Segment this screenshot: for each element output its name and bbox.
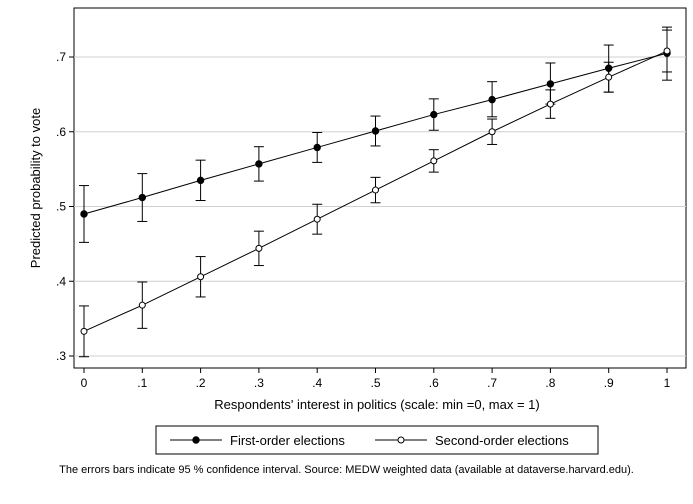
y-tick-label-1: .4: [56, 274, 66, 288]
point-1-10: [663, 47, 671, 55]
legend-label-1: Second-order elections: [435, 433, 569, 448]
point-1-6: [430, 157, 438, 165]
point-0-5: [371, 127, 380, 135]
x-tick-label-10: 1: [664, 376, 671, 390]
point-0-2: [196, 176, 205, 185]
legend: First-order elections Second-order electi…: [155, 425, 599, 455]
x-tick-label-9: .9: [604, 376, 614, 390]
x-tick-label-1: .1: [137, 376, 147, 390]
point-1-8: [546, 100, 554, 108]
gridlines: [74, 56, 686, 357]
y-tick-label-3: .6: [56, 125, 66, 139]
point-1-3: [255, 244, 263, 252]
y-tick-label-4: .7: [56, 50, 66, 64]
point-1-2: [197, 273, 205, 281]
point-1-4: [313, 215, 321, 223]
point-0-6: [430, 110, 438, 119]
series-layer: [79, 26, 672, 358]
x-tick-label-0: 0: [81, 376, 88, 390]
y-tick-label-2: .5: [56, 200, 66, 214]
point-0-0: [80, 210, 88, 218]
legend-marker-1: [397, 436, 405, 444]
y-axis-title: Predicted probability to vote: [28, 108, 43, 268]
point-0-8: [546, 80, 555, 88]
x-tick-label-7: .7: [487, 376, 497, 390]
x-tick-label-5: .5: [370, 376, 380, 390]
y-axis: .3 .4 .5 .6 .7: [56, 50, 74, 363]
point-1-0: [80, 327, 88, 335]
x-tick-label-6: .6: [429, 376, 439, 390]
point-1-9: [605, 73, 613, 81]
point-1-5: [372, 186, 379, 194]
legend-marker-0: [192, 436, 200, 444]
x-tick-label-8: .8: [545, 376, 555, 390]
x-tick-label-4: .4: [312, 376, 322, 390]
source-note: The errors bars indicate 95 % confidence…: [59, 464, 634, 476]
x-axis: 0 .1 .2 .3 .4 .5 .6 .7 .8 .9 1: [81, 368, 671, 390]
y-tick-label-0: .3: [56, 349, 66, 363]
legend-label-0: First-order elections: [230, 433, 345, 448]
point-0-4: [313, 143, 321, 152]
series-0: [79, 26, 672, 243]
point-1-1: [138, 301, 146, 309]
point-0-7: [488, 95, 496, 104]
series-1: [79, 29, 672, 358]
point-1-7: [488, 128, 496, 136]
x-tick-label-2: .2: [196, 376, 206, 390]
point-0-1: [138, 193, 147, 202]
x-axis-title: Respondents' interest in politics (scale…: [214, 397, 539, 412]
point-0-3: [255, 160, 263, 168]
x-tick-label-3: .3: [254, 376, 264, 390]
